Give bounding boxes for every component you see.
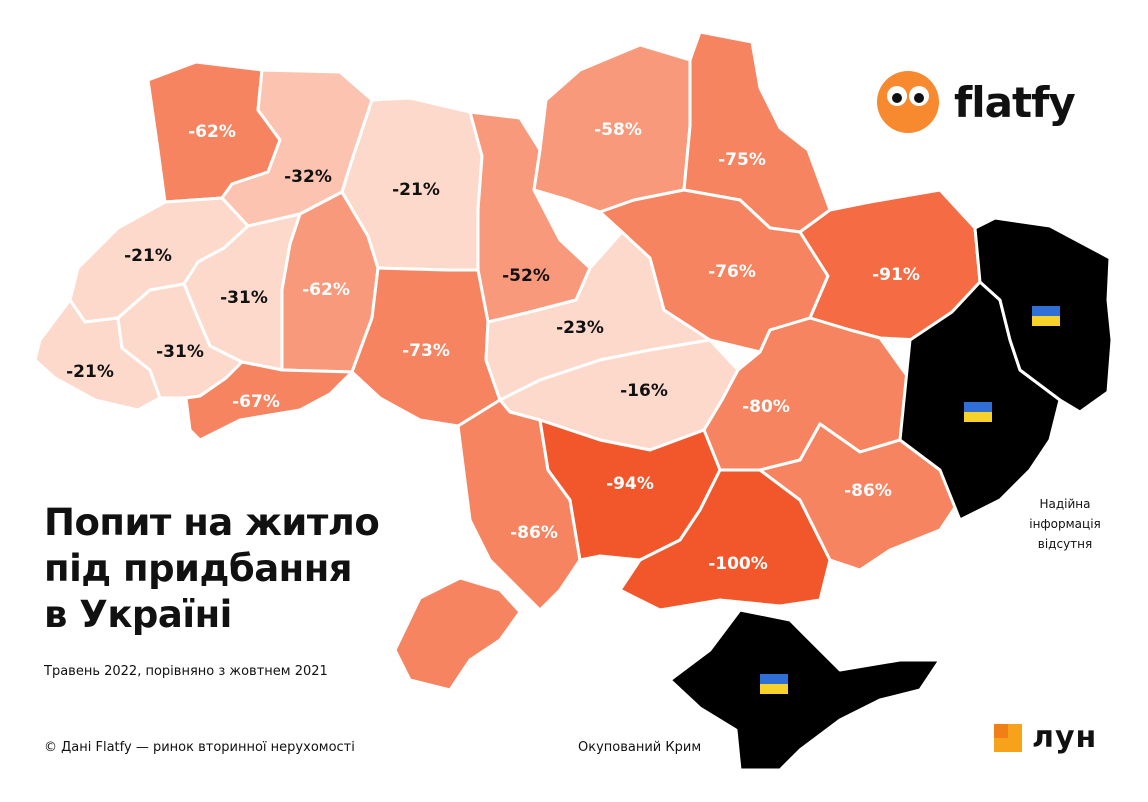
label-ivano-frankivsk: -31%	[156, 342, 204, 362]
label-kherson: -100%	[708, 554, 768, 574]
region-crimea	[668, 608, 942, 772]
crimea-label: Окупований Крим	[578, 740, 702, 755]
subtitle: Травень 2022, порівняно з жовтнем 2021	[44, 664, 328, 679]
flatfy-logo: flatfy	[876, 70, 1076, 134]
label-mykolaiv: -94%	[606, 474, 654, 494]
data-credit: © Дані Flatfy — ринок вторинної нерухомо…	[44, 740, 355, 755]
no-data-line: Надійна	[1039, 497, 1091, 511]
label-vinnytsia: -73%	[402, 341, 450, 361]
no-data-note: Надійна інформація відсутня	[1005, 494, 1125, 554]
label-sumy: -75%	[718, 150, 766, 170]
label-odesa: -86%	[510, 523, 558, 543]
label-ternopil: -31%	[220, 288, 268, 308]
no-data-line: інформація	[1029, 517, 1101, 531]
label-khmelnytskyi: -62%	[302, 280, 350, 300]
lun-wordmark: лун	[1032, 720, 1098, 755]
ukraine-flag-icon	[760, 674, 788, 694]
label-zhytomyr: -21%	[392, 180, 440, 200]
label-volyn: -62%	[188, 122, 236, 142]
flatfy-wordmark: flatfy	[954, 77, 1076, 127]
title-line: Попит на житло	[44, 501, 380, 544]
flatfy-eyes-icon	[877, 71, 939, 133]
title-line: в Україні	[44, 593, 232, 636]
ukraine-flag-icon	[1032, 306, 1060, 326]
label-kyiv: -52%	[502, 266, 550, 286]
no-data-line: відсутня	[1037, 537, 1093, 551]
page-title: Попит на житло під придбання в Україні	[44, 500, 380, 638]
lun-mark-icon	[994, 723, 1022, 752]
label-zakarpattia: -21%	[66, 362, 114, 382]
label-cherkasy: -23%	[556, 318, 604, 338]
label-kirovohrad: -16%	[620, 381, 668, 401]
region-odesa-south	[393, 576, 522, 692]
label-kharkiv: -91%	[872, 265, 920, 285]
lun-logo: лун	[994, 720, 1097, 755]
label-zaporizhzhia: -86%	[844, 481, 892, 501]
label-chernihiv: -58%	[594, 120, 642, 140]
ukraine-flag-icon	[964, 402, 992, 422]
label-chernivtsi: -67%	[232, 392, 280, 412]
label-dnipropetrovsk: -80%	[742, 397, 790, 417]
label-poltava: -76%	[708, 262, 756, 282]
title-line: під придбання	[44, 547, 353, 590]
label-rivne: -32%	[284, 167, 332, 187]
label-lviv: -21%	[124, 246, 172, 266]
region-chernivtsi	[184, 360, 354, 442]
